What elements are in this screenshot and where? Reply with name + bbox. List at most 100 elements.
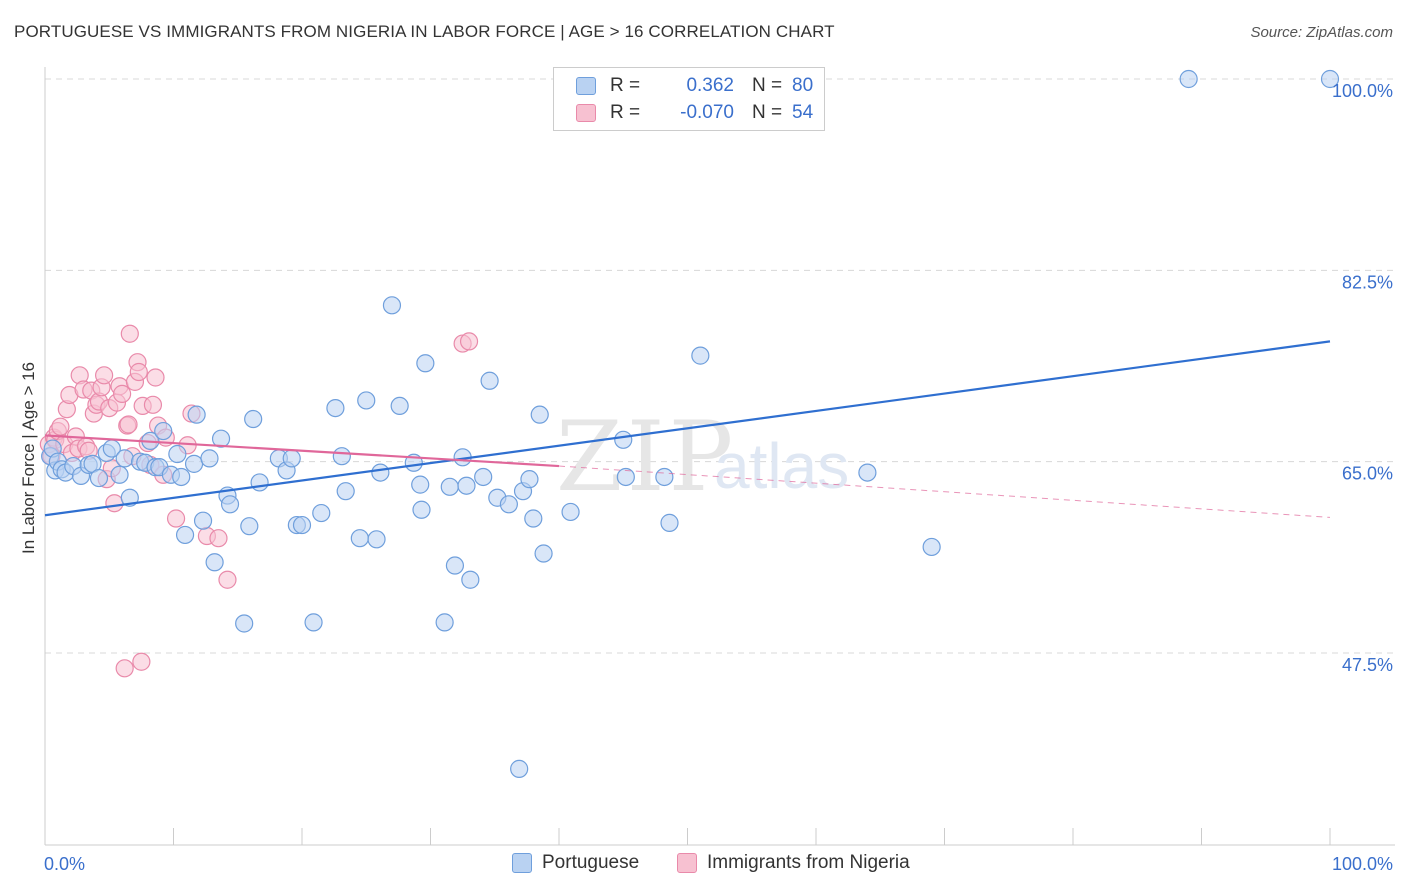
portuguese-point <box>520 470 539 489</box>
nigeria-point <box>209 529 228 548</box>
stats-legend: R = 0.362 N = 80 R = -0.070 N = 54 <box>553 67 825 131</box>
legend-swatch-pink <box>576 104 596 122</box>
portuguese-point <box>154 421 173 441</box>
portuguese-point <box>367 530 386 549</box>
portuguese-point <box>89 468 109 488</box>
portuguese-point <box>614 430 633 449</box>
portuguese-point <box>244 409 263 429</box>
portuguese-trend-line <box>44 340 1331 517</box>
portuguese-point <box>382 296 402 315</box>
n-value: 80 <box>792 75 814 96</box>
portuguese-point <box>205 553 224 572</box>
series-legend: Portuguese Immigrants from Nigeria <box>0 852 1406 878</box>
legend-label-portuguese: Portuguese <box>542 852 640 873</box>
portuguese-point <box>445 556 465 575</box>
portuguese-point <box>357 391 376 410</box>
nigeria-point <box>120 324 139 343</box>
portuguese-point <box>660 513 679 532</box>
nigeria-point <box>132 652 151 671</box>
n-value: 54 <box>792 102 814 123</box>
n-label: N = <box>752 75 783 96</box>
r-value: 0.362 <box>686 75 734 96</box>
nigeria-point <box>459 332 479 351</box>
portuguese-point <box>304 613 323 632</box>
nigeria-point <box>112 384 132 403</box>
nigeria-point <box>166 509 186 528</box>
nigeria-trend-line <box>44 434 560 468</box>
r-label: R = <box>610 75 641 96</box>
portuguese-point <box>461 570 480 589</box>
nigeria-point <box>119 415 138 434</box>
portuguese-point <box>175 525 195 545</box>
portuguese-point <box>172 467 191 487</box>
x-tick-label: 0.0% <box>44 854 85 874</box>
y-tick-label: 100.0% <box>1332 81 1393 101</box>
portuguese-point <box>235 614 254 633</box>
portuguese-point <box>120 488 139 507</box>
portuguese-point <box>184 454 204 473</box>
legend-swatch-blue <box>576 77 596 95</box>
portuguese-point <box>390 396 409 416</box>
trend-lines <box>44 340 1331 518</box>
portuguese-point <box>168 444 187 464</box>
portuguese-point <box>416 354 435 373</box>
portuguese-point <box>412 500 431 519</box>
y-tick-label: 47.5% <box>1342 655 1393 675</box>
legend-row-nigeria: R = -0.070 N = 54 <box>576 100 813 126</box>
nigeria-point <box>129 362 148 382</box>
r-label: R = <box>610 102 641 123</box>
n-label: N = <box>752 102 783 123</box>
portuguese-point <box>499 495 518 514</box>
legend-item-nigeria: Immigrants from Nigeria <box>677 852 910 874</box>
watermark-zip: ZIP <box>556 401 737 513</box>
portuguese-point <box>440 477 459 496</box>
portuguese-point <box>534 544 553 563</box>
portuguese-point <box>616 467 635 487</box>
portuguese-point <box>691 346 710 365</box>
y-tick-label: 82.5% <box>1342 272 1393 292</box>
source-credit: Source: ZipAtlas.com <box>1250 24 1393 41</box>
portuguese-points <box>41 69 1340 778</box>
r-value: -0.070 <box>680 102 734 123</box>
nigeria-trend-extension <box>558 465 1331 518</box>
nigeria-points <box>39 324 479 678</box>
portuguese-point <box>1320 69 1340 89</box>
portuguese-point <box>435 613 454 632</box>
chart-title: PORTUGUESE VS IMMIGRANTS FROM NIGERIA IN… <box>14 22 835 41</box>
portuguese-point <box>250 473 269 492</box>
y-axis-label: In Labor Force | Age > 16 <box>19 362 38 554</box>
legend-swatch-blue <box>512 853 532 873</box>
portuguese-point <box>561 502 580 522</box>
portuguese-point <box>240 517 259 536</box>
legend-swatch-pink <box>677 853 697 873</box>
portuguese-point <box>350 529 369 548</box>
portuguese-point <box>110 465 129 484</box>
portuguese-point <box>200 449 219 468</box>
portuguese-point <box>510 759 529 778</box>
portuguese-point <box>457 476 476 495</box>
x-tick-label: 100.0% <box>1332 854 1393 874</box>
portuguese-point <box>371 463 390 482</box>
legend-item-portuguese: Portuguese <box>512 852 639 874</box>
nigeria-point <box>105 494 124 513</box>
portuguese-point <box>282 449 301 468</box>
legend-label-nigeria: Immigrants from Nigeria <box>707 852 910 873</box>
portuguese-point <box>336 482 355 501</box>
tick-labels: 47.5% 65.0% 82.5% 100.0% 0.0% 100.0% <box>44 81 1393 874</box>
portuguese-point <box>292 515 312 535</box>
portuguese-point <box>655 467 674 487</box>
portuguese-point <box>524 509 543 528</box>
portuguese-point <box>220 495 240 514</box>
nigeria-point <box>143 395 163 414</box>
portuguese-point <box>326 398 345 418</box>
portuguese-point <box>858 463 877 482</box>
legend-row-portuguese: R = 0.362 N = 80 <box>576 73 813 99</box>
portuguese-point <box>1179 69 1198 89</box>
portuguese-point <box>332 447 351 466</box>
portuguese-point <box>480 371 499 390</box>
nigeria-point <box>95 366 114 385</box>
portuguese-point <box>530 405 549 424</box>
portuguese-point <box>922 537 941 557</box>
watermark-atlas: atlas <box>714 430 849 502</box>
